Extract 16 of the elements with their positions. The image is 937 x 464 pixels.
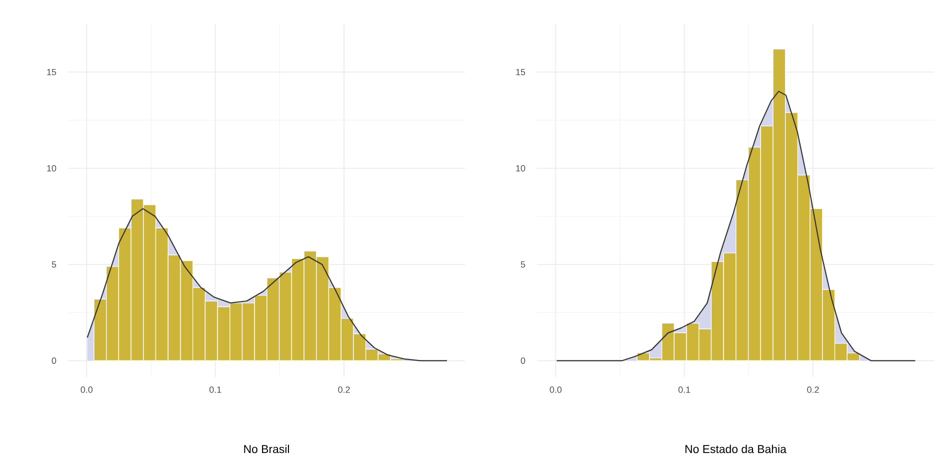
y-tick-label: 10 — [47, 165, 56, 172]
x-tick-label: 0.2 — [338, 386, 350, 393]
x-tick-label: 0.2 — [807, 386, 819, 393]
y-tick-label: 5 — [520, 261, 526, 268]
x-tick-label: 0.1 — [678, 386, 690, 393]
x-tick-label: 0.0 — [80, 386, 93, 393]
x-tick-label: 0.0 — [550, 386, 562, 393]
x-axis-title: No Brasil — [244, 444, 289, 454]
y-tick-label: 0 — [520, 357, 526, 364]
y-tick-label: 10 — [516, 165, 526, 172]
x-tick-label: 0.1 — [209, 386, 222, 393]
y-tick-label: 0 — [52, 357, 56, 364]
y-tick-label: 15 — [47, 68, 56, 76]
y-tick-label: 15 — [516, 68, 526, 76]
x-axis-title: No Estado da Bahia — [685, 444, 786, 454]
y-tick-label: 5 — [52, 261, 56, 268]
